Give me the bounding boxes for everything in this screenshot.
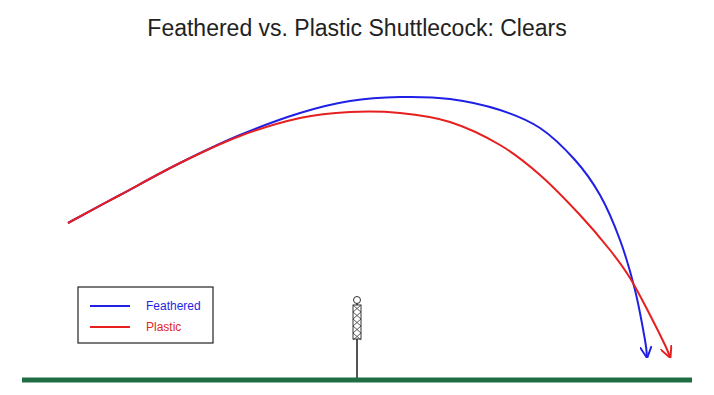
- net-hatch: [353, 305, 361, 312]
- legend-label: Feathered: [146, 299, 201, 313]
- net-hatch: [353, 312, 361, 319]
- net: [353, 297, 361, 381]
- chart-root: Feathered vs. Plastic Shuttlecock: Clear…: [0, 0, 714, 395]
- chart-svg: Feathered vs. Plastic Shuttlecock: Clear…: [0, 0, 714, 395]
- series-group: [68, 97, 670, 357]
- net-hatch: [353, 333, 361, 340]
- trajectory-line: [68, 112, 670, 357]
- net-hatch: [353, 319, 361, 326]
- net-hatch: [353, 319, 361, 326]
- x-axis-ground: [22, 378, 692, 383]
- legend-label: Plastic: [146, 320, 181, 334]
- title: Feathered vs. Plastic Shuttlecock: Clear…: [147, 15, 566, 41]
- net-hatch: [353, 333, 361, 340]
- legend-swatch: [90, 305, 130, 307]
- net-mesh: [353, 305, 361, 339]
- legend-box: [78, 287, 213, 343]
- trajectory-line: [68, 97, 647, 357]
- net-hatch: [353, 312, 361, 319]
- legend: Feathered Plastic: [78, 287, 213, 343]
- net-hatch: [353, 305, 361, 312]
- net-hatch: [353, 326, 361, 333]
- net-hatch: [353, 326, 361, 333]
- legend-swatch: [90, 326, 130, 328]
- net-top: [354, 297, 361, 304]
